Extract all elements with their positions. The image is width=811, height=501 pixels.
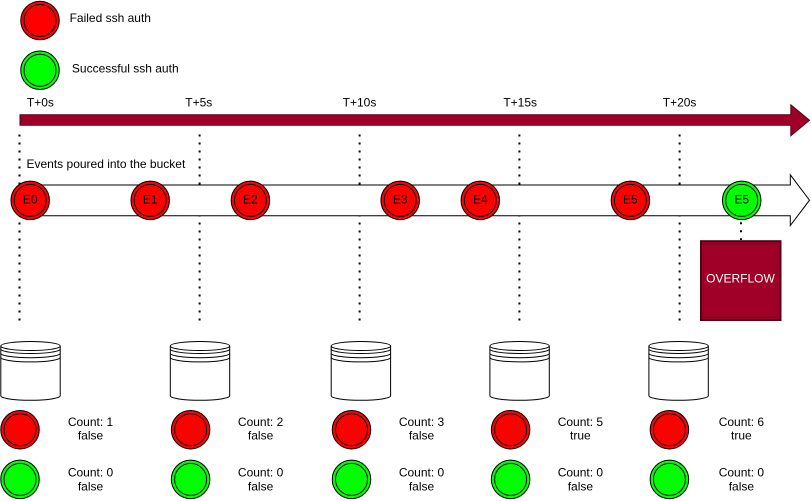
svg-text:E5: E5 (623, 192, 638, 206)
svg-text:E4: E4 (473, 192, 488, 206)
svg-text:false: false (729, 479, 755, 493)
svg-text:Count: 0: Count: 0 (719, 465, 765, 479)
svg-text:Count: 3: Count: 3 (399, 415, 445, 429)
svg-text:OVERFLOW: OVERFLOW (706, 272, 775, 286)
svg-text:E0: E0 (23, 192, 38, 206)
svg-text:E3: E3 (393, 192, 408, 206)
svg-text:T+5s: T+5s (185, 96, 212, 110)
svg-text:E1: E1 (143, 192, 158, 206)
svg-text:false: false (409, 429, 435, 443)
svg-text:Count: 2: Count: 2 (238, 415, 284, 429)
svg-text:true: true (570, 429, 591, 443)
svg-text:T+0s: T+0s (27, 96, 54, 110)
svg-text:Successful ssh auth: Successful ssh auth (72, 61, 179, 75)
svg-text:false: false (78, 429, 104, 443)
svg-text:false: false (78, 479, 104, 493)
svg-text:Count: 0: Count: 0 (399, 465, 445, 479)
svg-text:T+10s: T+10s (343, 96, 377, 110)
svg-text:Failed ssh auth: Failed ssh auth (70, 11, 151, 25)
svg-text:true: true (731, 429, 752, 443)
svg-text:Count: 0: Count: 0 (238, 465, 284, 479)
svg-text:false: false (248, 429, 274, 443)
svg-text:Count: 0: Count: 0 (558, 465, 604, 479)
svg-text:Count: 5: Count: 5 (558, 415, 604, 429)
svg-text:false: false (409, 479, 435, 493)
svg-text:Events poured into the bucket: Events poured into the bucket (27, 157, 186, 171)
svg-text:E5: E5 (734, 192, 749, 206)
svg-text:T+15s: T+15s (503, 96, 537, 110)
svg-text:false: false (568, 479, 594, 493)
svg-text:T+20s: T+20s (663, 96, 697, 110)
svg-text:Count: 1: Count: 1 (68, 415, 114, 429)
svg-text:Count: 6: Count: 6 (719, 415, 765, 429)
svg-text:E2: E2 (243, 192, 258, 206)
svg-text:Count: 0: Count: 0 (68, 465, 114, 479)
svg-text:false: false (248, 479, 274, 493)
